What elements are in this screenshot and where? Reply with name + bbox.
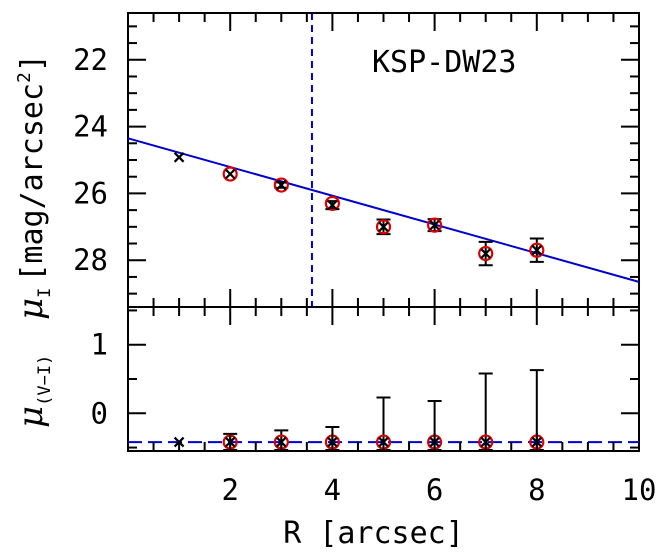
bottom-y-tick-label: 0: [91, 396, 108, 430]
top-y-tick-label: 22: [73, 43, 108, 77]
top-y-axis-unit-exponent: 2: [14, 72, 35, 83]
top-panel: [127, 13, 640, 307]
circle-point: [375, 219, 392, 235]
cross-point: [429, 219, 440, 231]
x-axis-title: R [arcsec]: [283, 516, 464, 551]
x-tick-label: 2: [221, 473, 238, 507]
x-tick-label: 8: [528, 473, 545, 507]
cross-point: [224, 168, 236, 180]
circle-point: [427, 217, 443, 233]
bottom-y-axis-symbol: μ: [11, 406, 51, 428]
fit-line: [127, 137, 640, 283]
bottom-y-axis-title: μ(V−I): [11, 355, 55, 428]
top-y-axis-title: μI [mag/arcsec2]: [11, 54, 55, 320]
cross-point: [173, 152, 185, 163]
cross-point: [480, 248, 491, 259]
cross-point: [531, 244, 543, 256]
circle-point: [478, 245, 494, 262]
top-y-axis-unit-close: ]: [15, 54, 50, 72]
circle-point: [529, 242, 545, 258]
circle-point: [222, 166, 238, 182]
top-y-axis-unit: [mag/arcsec: [15, 83, 50, 282]
top-y-tick-label: 28: [73, 243, 108, 277]
x-tick-label: 10: [622, 473, 657, 507]
bottom-panel: [128, 369, 639, 451]
top-y-axis-symbol: μ: [11, 298, 51, 320]
x-tick-label: 6: [426, 473, 443, 507]
cross-point: [378, 221, 389, 233]
cross-point: [276, 179, 287, 191]
circle-point: [324, 195, 340, 212]
cross-point: [327, 199, 338, 211]
top-y-tick-label: 26: [73, 176, 108, 210]
bottom-y-tick-label: 1: [91, 328, 108, 362]
bottom-y-axis-subscript: (V−I): [35, 355, 55, 406]
top-y-tick-label: 24: [73, 110, 108, 144]
x-tick-label: 4: [324, 473, 341, 507]
galaxy-label: KSP-DW23: [372, 45, 517, 80]
top-y-axis-subscript: I: [35, 288, 55, 298]
circle-point: [273, 177, 289, 193]
